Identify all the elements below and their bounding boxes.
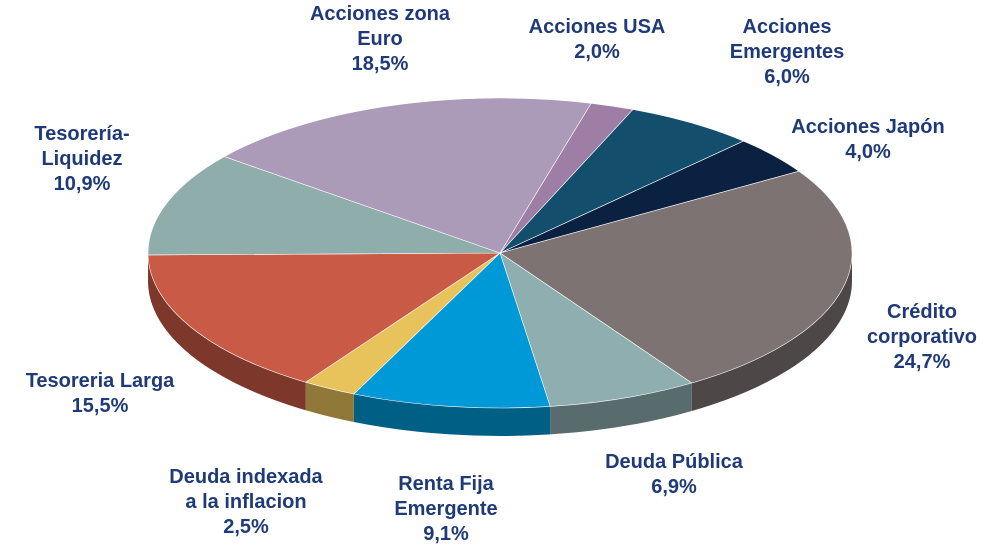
slice-label-acciones-usa: Acciones USA 2,0% (529, 16, 666, 63)
slice-label-acciones-zona-euro: Acciones zona Euro 18,5% (310, 3, 451, 75)
pie-side-deuda-publica (550, 382, 692, 435)
pie-slice-acciones-zona-euro (223, 97, 592, 254)
pie-side-deuda-indexada-a-la-inflacion (305, 382, 354, 423)
pie-slice-credito-corporativo (499, 170, 853, 384)
pie-slice-deuda-publica (499, 252, 693, 407)
pie-side-renta-fija-emergente (353, 394, 551, 436)
slice-label-deuda-indexada-a-la-inflacion: Deuda indexada a la inflacion 2,5% (169, 466, 323, 538)
slice-label-acciones-japon: Acciones Japón 4,0% (791, 116, 944, 163)
pie-sides (148, 253, 852, 436)
pie-slice-tesoreria-liquidez (147, 156, 501, 256)
pie-slice-renta-fija-emergente (353, 252, 551, 409)
pie-labels: Acciones USA 2,0% Acciones Emergentes 6,0% Ac… (26, 3, 977, 545)
slice-label-deuda-publica: Deuda Pública 6,9% (605, 451, 744, 498)
pie-side-tesoreria-larga (148, 254, 306, 411)
pie-side-credito-corporativo (691, 253, 852, 411)
slice-label-acciones-emergentes: Acciones Emergentes 6,0% (730, 16, 845, 88)
slice-label-tesoreria-larga: Tesoreria Larga 15,5% (26, 370, 175, 417)
pie-slice-tesoreria-larga (147, 252, 502, 383)
slice-label-renta-fija-emergente: Renta Fija Emergente 9,1% (394, 473, 497, 545)
pie-slices (147, 97, 853, 409)
pie-slice-acciones-emergentes (499, 109, 745, 254)
slice-label-tesoreria-liquidez: Tesorería-Liquidez 10,9% (34, 123, 129, 195)
slice-label-credito-corporativo: Crédito corporativo 24,7% (867, 301, 977, 373)
